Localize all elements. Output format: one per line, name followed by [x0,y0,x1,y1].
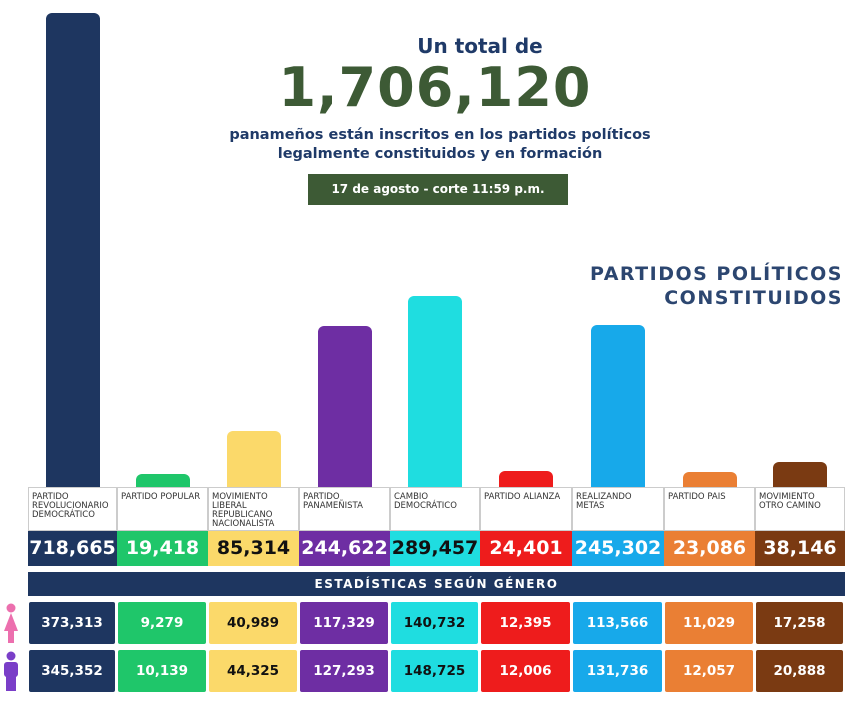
subtitle-line-1: panameños están inscritos en los partido… [229,127,651,143]
party-name: PARTIDO ALIANZA [480,487,572,531]
bar [773,461,827,487]
party-total: 24,401 [480,531,572,566]
bar [226,430,281,487]
party-total: 23,086 [664,531,755,566]
section-title: PARTIDOS POLÍTICOS CONSTITUIDOS [590,262,843,310]
bar [591,325,645,487]
male-count: 12,006 [481,650,570,692]
bar [408,295,462,487]
subtitle-line-2: legalmente constituidos y en formación [277,146,603,162]
party-total: 19,418 [117,531,208,566]
female-count: 373,313 [29,602,115,644]
male-count: 44,325 [209,650,297,692]
bar [45,12,100,487]
female-count: 12,395 [481,602,570,644]
party-name: MOVIMIENTO OTRO CAMINO [755,487,845,531]
party-name: PARTIDO POPULAR [117,487,208,531]
female-count: 17,258 [756,602,843,644]
male-count: 12,057 [665,650,753,692]
headline-intro: Un total de [417,34,543,58]
party-total: 245,302 [572,531,664,566]
party-name: MOVIMIENTO LIBERAL REPUBLICANO NACIONALI… [208,487,299,531]
bar [317,325,372,487]
party-name: PARTIDO REVOLUCIONARIO DEMOCRÁTICO [28,487,117,531]
party-total: 38,146 [755,531,845,566]
headline-subtitle: panameños están inscritos en los partido… [0,126,855,164]
female-count: 140,732 [391,602,478,644]
bar [499,470,553,487]
male-count: 148,725 [391,650,478,692]
male-count: 345,352 [29,650,115,692]
gender-stats-header: ESTADÍSTICAS SEGÚN GÉNERO [28,572,845,596]
male-count: 127,293 [300,650,388,692]
female-count: 117,329 [300,602,388,644]
section-title-line-1: PARTIDOS POLÍTICOS [590,263,843,285]
party-total: 289,457 [390,531,480,566]
party-name: PARTIDO PAIS [664,487,755,531]
female-count: 40,989 [209,602,297,644]
party-name: PARTIDO PANAMEÑISTA [299,487,390,531]
female-count: 11,029 [665,602,753,644]
male-count: 20,888 [756,650,843,692]
female-person-icon [4,603,18,643]
bar [682,471,737,487]
bar [135,474,190,487]
party-total: 85,314 [208,531,299,566]
female-count: 9,279 [118,602,206,644]
cutoff-date: 17 de agosto - corte 11:59 p.m. [308,174,568,205]
male-count: 131,736 [573,650,662,692]
male-count: 10,139 [118,650,206,692]
section-title-line-2: CONSTITUIDOS [664,287,843,309]
female-count: 113,566 [573,602,662,644]
party-name: REALIZANDO METAS [572,487,664,531]
party-total: 244,622 [299,531,390,566]
male-person-icon [4,651,18,691]
total-count: 1,706,120 [278,56,592,119]
party-name: CAMBIO DEMOCRÁTICO [390,487,480,531]
party-total: 718,665 [28,531,117,566]
